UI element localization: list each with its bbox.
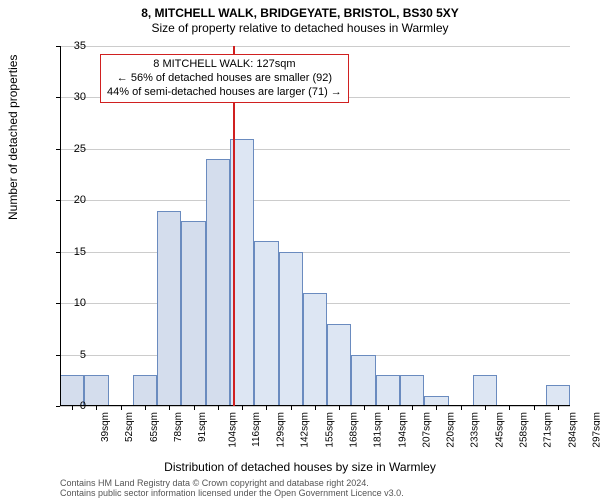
xtick-label: 297sqm (591, 412, 600, 448)
xtick-mark (461, 406, 462, 410)
histogram-bar (327, 324, 351, 406)
ytick-label: 25 (46, 143, 86, 155)
xtick-label: 271sqm (543, 412, 554, 448)
histogram-bar (376, 375, 400, 406)
xtick-label: 78sqm (173, 412, 184, 442)
gridline (60, 149, 570, 150)
ytick-mark (56, 406, 60, 407)
ytick-label: 10 (46, 297, 86, 309)
xtick-label: 65sqm (149, 412, 160, 442)
xtick-label: 245sqm (494, 412, 505, 448)
xtick-label: 52sqm (124, 412, 135, 442)
xtick-label: 233sqm (470, 412, 481, 448)
gridline (60, 200, 570, 201)
ytick-mark (56, 149, 60, 150)
ytick-mark (56, 303, 60, 304)
title-block: 8, MITCHELL WALK, BRIDGEYATE, BRISTOL, B… (0, 0, 600, 35)
xtick-label: 142sqm (300, 412, 311, 448)
annotation-line: 44% of semi-detached houses are larger (… (107, 86, 342, 100)
annotation-line: ← 56% of detached houses are smaller (92… (107, 72, 342, 86)
histogram-bar (181, 221, 205, 406)
title-line1: 8, MITCHELL WALK, BRIDGEYATE, BRISTOL, B… (0, 6, 600, 20)
xtick-label: 220sqm (446, 412, 457, 448)
xtick-mark (169, 406, 170, 410)
histogram-bar (546, 385, 570, 406)
xtick-label: 207sqm (421, 412, 432, 448)
footer-line2: Contains public sector information licen… (60, 488, 404, 498)
ytick-mark (56, 355, 60, 356)
gridline (60, 46, 570, 47)
chart-container: 8, MITCHELL WALK, BRIDGEYATE, BRISTOL, B… (0, 0, 600, 500)
ytick-label: 15 (46, 246, 86, 258)
xtick-label: 39sqm (100, 412, 111, 442)
xtick-label: 181sqm (373, 412, 384, 448)
histogram-bar (303, 293, 327, 406)
xtick-label: 91sqm (197, 412, 208, 442)
xtick-mark (534, 406, 535, 410)
histogram-bar (84, 375, 108, 406)
xtick-mark (412, 406, 413, 410)
xtick-mark (145, 406, 146, 410)
ytick-label: 30 (46, 91, 86, 103)
annotation-line: 8 MITCHELL WALK: 127sqm (107, 58, 342, 72)
annotation-box: 8 MITCHELL WALK: 127sqm← 56% of detached… (100, 54, 349, 103)
xtick-label: 155sqm (324, 412, 335, 448)
xtick-label: 104sqm (227, 412, 238, 448)
xtick-mark (339, 406, 340, 410)
xtick-mark (96, 406, 97, 410)
xtick-label: 258sqm (519, 412, 530, 448)
xtick-label: 116sqm (251, 412, 262, 447)
histogram-bar (473, 375, 497, 406)
ytick-mark (56, 46, 60, 47)
xtick-label: 168sqm (349, 412, 360, 448)
xtick-mark (121, 406, 122, 410)
y-axis-label: Number of detached properties (6, 55, 20, 220)
x-axis-label: Distribution of detached houses by size … (0, 460, 600, 474)
xtick-label: 194sqm (397, 412, 408, 448)
title-line2: Size of property relative to detached ho… (0, 21, 600, 35)
xtick-mark (242, 406, 243, 410)
histogram-bar (400, 375, 424, 406)
ytick-label: 35 (46, 40, 86, 52)
ytick-mark (56, 252, 60, 253)
xtick-mark (315, 406, 316, 410)
xtick-label: 284sqm (567, 412, 578, 448)
gridline (60, 252, 570, 253)
footer-line1: Contains HM Land Registry data © Crown c… (60, 478, 404, 488)
xtick-mark (558, 406, 559, 410)
xtick-mark (509, 406, 510, 410)
xtick-mark (218, 406, 219, 410)
xtick-mark (266, 406, 267, 410)
ytick-mark (56, 97, 60, 98)
xtick-mark (436, 406, 437, 410)
histogram-bar (279, 252, 303, 406)
histogram-bar (254, 241, 278, 406)
histogram-bar (157, 211, 181, 406)
histogram-bar (351, 355, 375, 406)
xtick-label: 129sqm (276, 412, 287, 448)
xtick-mark (388, 406, 389, 410)
ytick-label: 20 (46, 194, 86, 206)
xtick-mark (364, 406, 365, 410)
xtick-mark (291, 406, 292, 410)
ytick-mark (56, 200, 60, 201)
histogram-bar (206, 159, 230, 406)
ytick-label: 0 (46, 400, 86, 412)
xtick-mark (72, 406, 73, 410)
xtick-mark (485, 406, 486, 410)
histogram-bar (133, 375, 157, 406)
plot-area: 8 MITCHELL WALK: 127sqm← 56% of detached… (60, 46, 570, 406)
footer-attribution: Contains HM Land Registry data © Crown c… (60, 478, 404, 499)
ytick-label: 5 (46, 349, 86, 361)
xtick-mark (194, 406, 195, 410)
